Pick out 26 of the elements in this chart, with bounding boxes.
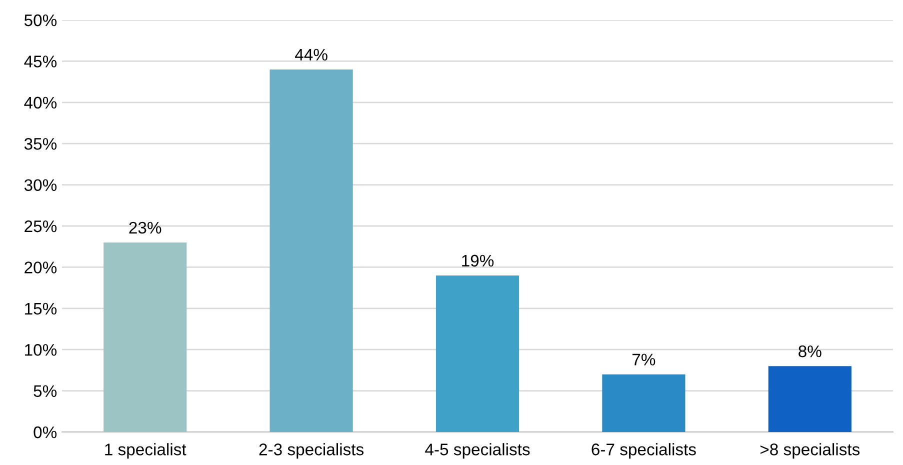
y-tick-label: 0% — [34, 426, 57, 438]
y-tick-label: 40% — [24, 96, 57, 109]
y-tick-label: 15% — [25, 302, 57, 315]
y-tick-label: 5% — [34, 385, 57, 398]
bar — [602, 374, 686, 432]
x-tick-label: 2-3 specialists — [259, 443, 364, 459]
data-label: 7% — [632, 354, 656, 366]
data-label: 23% — [129, 222, 162, 234]
y-tick-label: 25% — [24, 220, 57, 232]
bar — [436, 275, 520, 432]
data-label: 44% — [295, 48, 328, 61]
y-tick-label: 45% — [24, 56, 57, 68]
y-tick-label: 50% — [24, 14, 57, 26]
x-tick-label: 6-7 specialists — [592, 443, 696, 459]
y-tick-label: 30% — [24, 179, 57, 192]
bar — [270, 69, 353, 432]
data-label: 8% — [798, 345, 822, 358]
bar — [768, 366, 852, 432]
data-label: 19% — [462, 254, 494, 267]
y-tick-label: 35% — [24, 138, 57, 150]
bar — [104, 242, 187, 432]
y-tick-label: 20% — [24, 262, 57, 274]
y-tick-label: 10% — [25, 344, 57, 356]
x-tick-label: 4-5 specialists — [425, 443, 530, 459]
x-tick-label: >8 specialists — [760, 443, 860, 459]
x-tick-label: 1 specialist — [105, 443, 186, 459]
